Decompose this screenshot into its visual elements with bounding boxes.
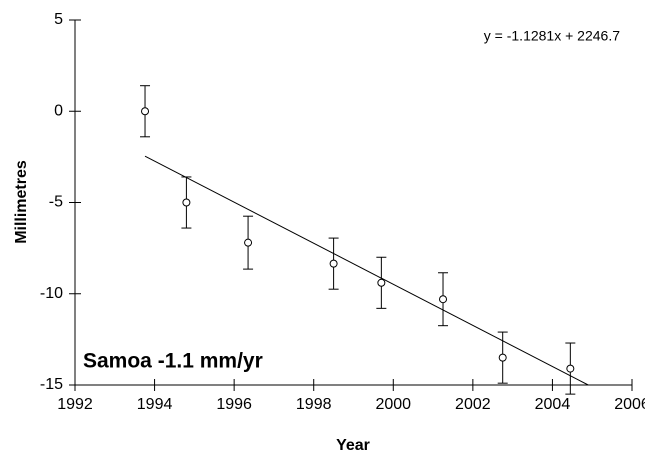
annotation: Samoa -1.1 mm/yr [83, 350, 263, 373]
y-tick-label: 0 [54, 102, 63, 119]
x-tick-label: 1996 [216, 396, 252, 413]
trendline [144, 155, 589, 386]
y-tick-label: -15 [40, 376, 63, 393]
x-tick-label: 2002 [455, 396, 491, 413]
point [244, 238, 253, 247]
x-tick-label: 1992 [57, 396, 93, 413]
x-axis-label: Year [336, 437, 370, 454]
y-axis-label: Millimetres [13, 160, 30, 244]
point [439, 295, 448, 304]
point [329, 259, 338, 268]
x-tick-label: 2004 [535, 396, 571, 413]
trendline-equation: y = -1.1281x + 2246.7 [484, 28, 620, 44]
y-tick-label: -10 [40, 285, 63, 302]
y-tick-label: 5 [54, 11, 63, 28]
x-tick-label: 2006 [614, 396, 645, 413]
point [377, 278, 386, 287]
x-tick-label: 1998 [296, 396, 332, 413]
point [141, 107, 150, 116]
x-tick-label: 2000 [375, 396, 411, 413]
point [498, 353, 507, 362]
x-tick-label: 1994 [137, 396, 173, 413]
point [182, 198, 191, 207]
y-tick-label: -5 [49, 194, 63, 211]
point [566, 364, 575, 373]
